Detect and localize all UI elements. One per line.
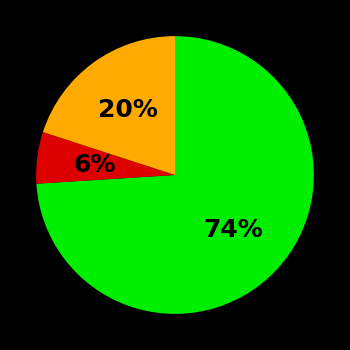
Wedge shape xyxy=(36,132,175,184)
Wedge shape xyxy=(43,36,175,175)
Wedge shape xyxy=(36,36,314,314)
Text: 74%: 74% xyxy=(204,218,264,242)
Text: 20%: 20% xyxy=(98,98,158,122)
Text: 6%: 6% xyxy=(74,153,116,177)
